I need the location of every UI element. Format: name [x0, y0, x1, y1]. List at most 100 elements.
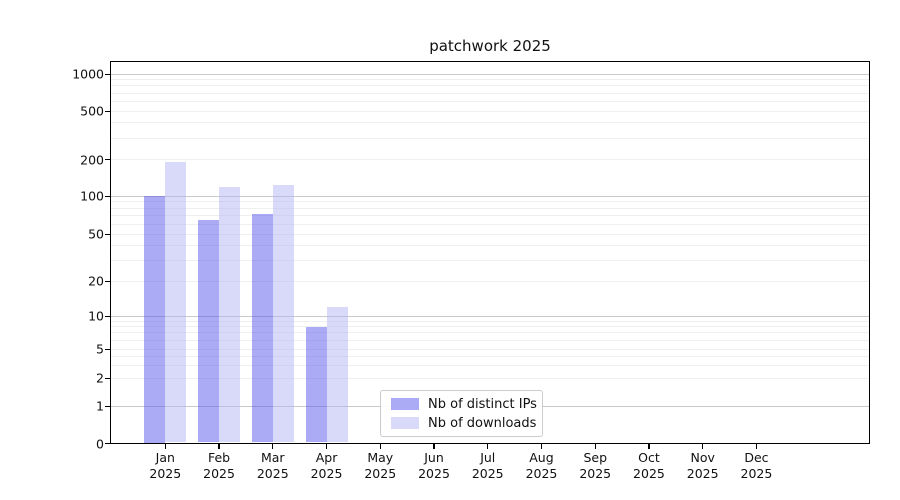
legend-item: Nb of distinct IPs: [391, 397, 542, 412]
y-tick-mark: [105, 73, 110, 75]
y-tick-label: 1: [96, 398, 104, 414]
x-tick-mark: [272, 443, 274, 449]
legend-item: Nb of downloads: [391, 416, 542, 431]
gridline-minor: [111, 215, 869, 217]
x-tick-year: 2025: [686, 466, 719, 481]
y-tick-label: 50: [88, 226, 104, 242]
y-tick-mark: [105, 443, 110, 445]
gridline-minor: [111, 100, 869, 102]
x-tick-mark: [594, 443, 596, 449]
gridline-minor: [111, 159, 869, 160]
x-tick-year: 2025: [364, 466, 397, 481]
x-tick-mark: [218, 443, 220, 449]
gridline-minor: [111, 207, 869, 209]
x-tick-month: May: [367, 450, 394, 465]
y-tick-label: 5: [96, 341, 104, 357]
gridline-minor: [111, 137, 869, 139]
gridline-minor: [111, 320, 869, 322]
x-tick-label: May 2025: [364, 450, 396, 482]
gridline-major: [111, 73, 869, 75]
x-tick-month: Dec: [744, 450, 769, 465]
y-tick-label: 500: [80, 103, 104, 119]
y-tick-label: 100: [80, 188, 104, 204]
y-tick-mark: [105, 110, 110, 112]
gridline-minor: [111, 259, 869, 261]
x-tick-label: Dec 2025: [741, 450, 773, 482]
y-tick-label: 10: [88, 308, 104, 324]
bar-downloads-jan: [165, 162, 187, 443]
x-tick-mark: [755, 443, 758, 449]
x-tick-label: Jun 2025: [418, 450, 450, 482]
x-tick-label: Mar 2025: [257, 450, 289, 482]
y-tick-label: 200: [80, 152, 104, 167]
gridline-minor: [111, 92, 869, 94]
legend: Nb of distinct IPs Nb of downloads: [380, 390, 543, 437]
x-tick-year: 2025: [579, 466, 612, 481]
x-tick-month: Jan: [155, 450, 175, 465]
y-tick-label: 20: [88, 273, 104, 289]
x-tick-mark: [540, 443, 543, 449]
x-tick-month: Apr: [315, 450, 338, 465]
gridline-major: [111, 195, 869, 197]
x-tick-mark: [433, 443, 435, 449]
y-tick-mark: [105, 348, 110, 350]
gridline-minor: [111, 326, 869, 328]
legend-label: Nb of distinct IPs: [428, 396, 537, 412]
x-tick-label: Feb 2025: [203, 450, 235, 482]
y-tick-label: 2: [96, 370, 104, 386]
x-tick-month: Jul: [480, 450, 496, 465]
x-tick-label: Aug 2025: [526, 450, 558, 482]
gridline-minor: [111, 110, 869, 112]
gridline-major: [111, 315, 869, 317]
gridline-minor: [111, 223, 869, 225]
y-tick-label: 0: [96, 436, 104, 451]
x-tick-year: 2025: [310, 466, 343, 481]
y-tick-label: 1000: [72, 66, 104, 82]
gridline-minor: [111, 201, 869, 203]
y-tick-mark: [105, 315, 110, 317]
x-tick-label: Jul 2025: [472, 450, 504, 482]
y-tick-mark: [105, 377, 110, 379]
x-tick-year: 2025: [149, 466, 182, 481]
legend-swatch-distinct-ips: [391, 398, 419, 410]
x-tick-year: 2025: [418, 466, 450, 481]
x-tick-mark: [164, 443, 166, 449]
bar-distinct-ips-mar: [251, 214, 273, 443]
bar-downloads-feb: [219, 186, 241, 443]
y-tick-mark: [105, 159, 110, 161]
gridline-minor: [111, 244, 869, 246]
bar-downloads-apr: [326, 306, 348, 443]
x-tick-mark: [648, 443, 650, 449]
gridline-minor: [111, 332, 869, 334]
bar-distinct-ips-jan: [144, 196, 166, 443]
bar-distinct-ips-apr: [305, 326, 327, 443]
gridline-minor: [111, 348, 869, 350]
gridline-minor: [111, 79, 869, 81]
x-tick-month: Jun: [424, 450, 444, 465]
y-tick-mark: [105, 405, 110, 407]
x-tick-year: 2025: [633, 466, 665, 481]
x-tick-mark: [379, 443, 381, 449]
x-tick-label: Nov 2025: [687, 450, 719, 482]
x-tick-year: 2025: [525, 466, 558, 481]
gridline-minor: [111, 339, 869, 341]
x-tick-month: Oct: [638, 450, 660, 465]
x-tick-label: Sep 2025: [579, 450, 611, 482]
x-tick-year: 2025: [256, 466, 289, 481]
gridline-minor: [111, 122, 869, 124]
y-tick-mark: [105, 233, 110, 235]
x-tick-month: Nov: [690, 450, 715, 465]
x-tick-year: 2025: [740, 466, 773, 481]
y-tick-mark: [105, 280, 110, 282]
x-tick-month: Mar: [260, 450, 285, 465]
gridline-minor: [111, 377, 869, 379]
x-tick-month: Aug: [529, 450, 554, 465]
gridline-minor: [111, 233, 869, 235]
gridline-minor: [111, 364, 869, 366]
legend-label: Nb of downloads: [428, 415, 537, 431]
y-tick-mark: [105, 195, 110, 197]
x-tick-mark: [702, 443, 704, 449]
x-tick-mark: [487, 443, 489, 449]
x-tick-month: Sep: [583, 450, 607, 465]
